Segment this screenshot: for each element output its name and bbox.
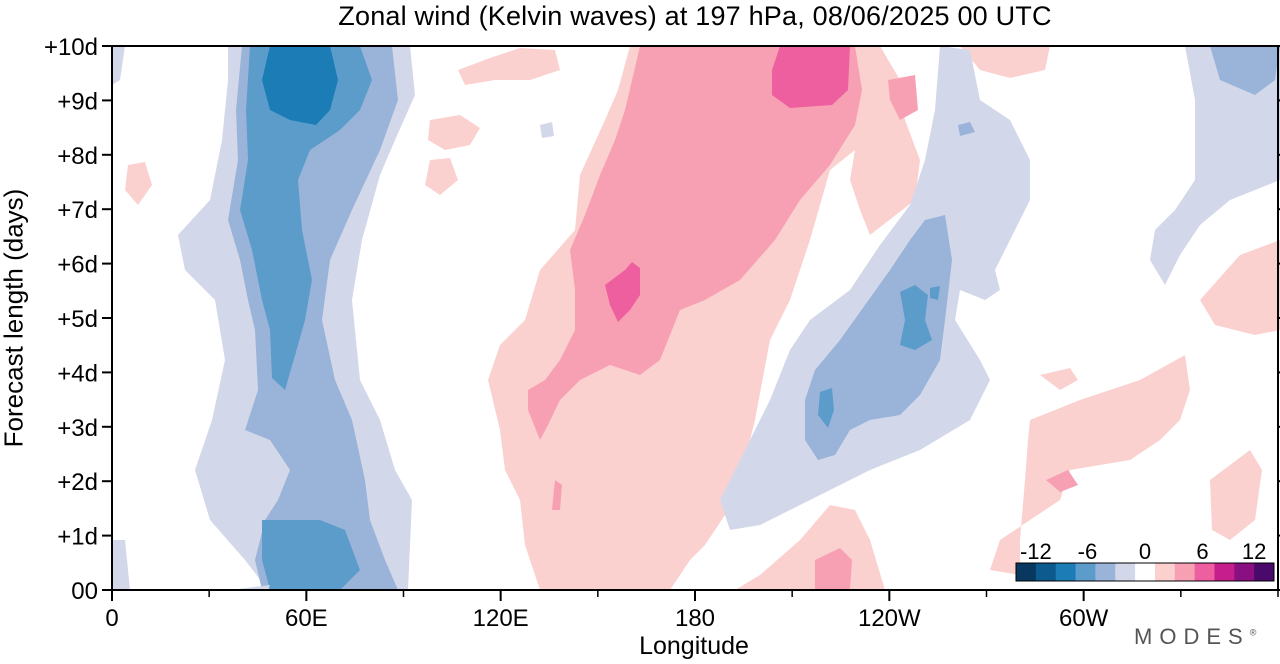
y-tick-label: 00 [71, 578, 98, 605]
colorbar-swatch [1254, 563, 1275, 581]
contour-neg2-dark [818, 285, 940, 428]
colorbar-swatch [1194, 563, 1215, 581]
colorbar-swatch [1095, 563, 1116, 581]
colorbar-swatch [1035, 563, 1057, 581]
colorbar-swatch [1234, 563, 1255, 581]
x-axis-label: Longitude [639, 632, 749, 660]
x-tick-label: 0 [105, 605, 118, 632]
contour-pos-med [528, 46, 1078, 590]
colorbar-label: 6 [1196, 539, 1208, 564]
contour-neg2-med [805, 46, 1280, 460]
y-tick-label: +8d [57, 143, 98, 170]
y-tick-label: +7d [57, 197, 98, 224]
colorbar-swatch [1154, 563, 1176, 581]
y-tick-label: +4d [57, 360, 98, 387]
contour-pos-dark [605, 46, 850, 322]
y-tick-label: +1d [57, 524, 98, 551]
y-tick-label: +3d [57, 415, 98, 442]
contour-neg-dark [240, 46, 372, 590]
x-tick-label: 120E [473, 605, 529, 632]
axes: 0 60E 120E 180 120W 60W 00 +1d +2d +3d +4d +5d +6d +7… [44, 34, 1280, 632]
contour-neg-darkest [262, 46, 338, 125]
colorbar-frame [1015, 562, 1275, 582]
y-tick-label: +9d [57, 88, 98, 115]
colorbar-swatch [1075, 563, 1096, 581]
colorbar-swatch [1174, 563, 1196, 581]
colorbar-label: -12 [1020, 539, 1052, 564]
colorbar-label: 12 [1242, 539, 1266, 564]
y-tick-label: +6d [57, 252, 98, 279]
colorbar-legend: -12 -6 0 6 12 [1015, 539, 1275, 582]
y-tick-label: +2d [57, 469, 98, 496]
y-tick-label: +5d [57, 306, 98, 333]
colorbar-label: 0 [1139, 539, 1151, 564]
colorbar-swatch [1055, 563, 1077, 581]
x-tick-label: 120W [858, 605, 921, 632]
colorbar-label: -6 [1078, 539, 1098, 564]
x-tick-label: 60E [285, 605, 328, 632]
colorbar-swatch [1135, 563, 1156, 581]
plot-area: 0 60E 120E 180 120W 60W 00 +1d +2d +3d +4d +5d +6d +7… [44, 34, 1280, 632]
contour-fills [112, 46, 1280, 590]
chart-title: Zonal wind (Kelvin waves) at 197 hPa, 08… [338, 1, 1052, 31]
colorbar-swatch [1016, 563, 1037, 581]
contour-pos-light [125, 46, 1280, 590]
brand-logo: MODES® [1134, 624, 1257, 649]
x-tick-label: 60W [1059, 605, 1109, 632]
x-tick-label: 180 [675, 605, 715, 632]
y-tick-label: +10d [44, 34, 98, 61]
contour-neg2-light [230, 46, 1280, 590]
colorbar-swatch [1214, 563, 1235, 581]
colorbar-swatch [1115, 563, 1136, 581]
